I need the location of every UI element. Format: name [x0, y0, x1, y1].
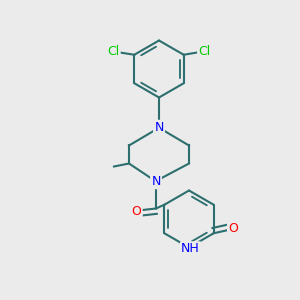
Text: Cl: Cl — [199, 45, 211, 58]
Text: O: O — [132, 205, 141, 218]
Text: NH: NH — [181, 242, 200, 256]
Text: O: O — [228, 222, 238, 235]
Text: N: N — [151, 175, 161, 188]
Text: Cl: Cl — [107, 45, 119, 58]
Text: N: N — [154, 121, 164, 134]
